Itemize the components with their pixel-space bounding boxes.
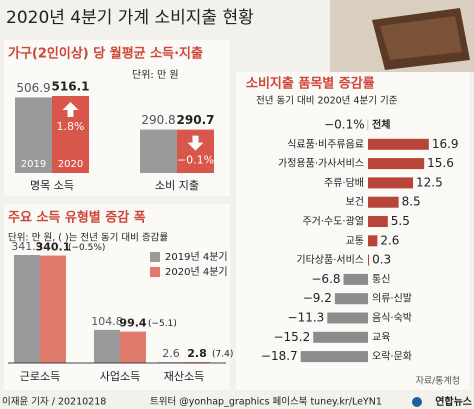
unit: 단위: 만 원	[132, 68, 179, 81]
value-label: 290.7	[177, 113, 215, 127]
bar	[334, 293, 368, 305]
bar	[300, 351, 368, 363]
value-label: 516.1	[52, 80, 90, 94]
value-label: 99.4	[119, 317, 146, 330]
value-label: 16.9	[432, 137, 459, 151]
value-label: 0.3	[372, 253, 391, 267]
bar	[368, 235, 378, 247]
category-label: 전체	[372, 118, 390, 131]
social: 트위터 @yonhap_graphics 페이스북 tuney.kr/LeYN1	[150, 396, 382, 408]
value-label: −6.8	[311, 272, 340, 286]
change-label: −0.1%	[177, 154, 214, 167]
category-label: 주거·수도·광열	[302, 216, 364, 228]
bar	[313, 331, 368, 343]
main-title: 2020년 4분기 가계 소비지출 현황	[6, 8, 254, 28]
category-label: 오락·문화	[372, 351, 412, 363]
value-label: 15.6	[427, 156, 454, 170]
legend-swatch	[150, 267, 160, 277]
value-label: 2.8	[187, 347, 207, 360]
value-label: 104.8	[91, 315, 123, 328]
change-label: 1.8%	[57, 120, 85, 133]
x-tick-label: 사업소득	[100, 370, 140, 383]
annotation: (−0.5%)	[68, 243, 105, 253]
value-label: 290.8	[141, 113, 175, 127]
x-tick-label: 소비 지출	[155, 179, 199, 192]
value-label: 506.9	[16, 81, 50, 95]
category-label: 보건	[346, 196, 364, 208]
bar	[15, 97, 52, 173]
value-label: 5.5	[391, 214, 410, 228]
value-label: 12.5	[416, 175, 443, 189]
source: 자료/통계청	[416, 375, 460, 387]
x-tick-label: 명목 소득	[30, 179, 74, 192]
category-label: 가정용품·가사서비스	[278, 158, 364, 170]
bar	[368, 216, 388, 227]
bar	[14, 255, 40, 363]
byline: 이재윤 기자 / 20210218	[2, 397, 106, 408]
bar	[367, 119, 369, 131]
change-arrow	[62, 102, 79, 117]
x-tick-label: 근로소득	[20, 370, 60, 383]
x-tick-label: 재산소득	[164, 370, 204, 383]
legend-label: 2019년 4분기	[165, 251, 228, 263]
category-label: 교통	[346, 235, 364, 247]
bar	[368, 196, 399, 208]
category-label: 음식·숙박	[372, 312, 412, 324]
wallet-inner	[380, 16, 462, 60]
legend-label: 2020년 4분기	[165, 266, 228, 278]
chart-title: 가구(2인이상) 당 월평균 소득·지출	[8, 46, 203, 62]
logo	[412, 397, 422, 407]
bar	[40, 255, 66, 363]
chart-title: 소비지출 품목별 증감률	[246, 76, 375, 92]
bar	[368, 177, 413, 189]
value-label: 341.9	[11, 240, 43, 253]
category-label: 기타상품·서비스	[296, 254, 364, 266]
bar	[327, 312, 368, 324]
subtitle: 전년 동기 대비 2020년 4분기 기준	[256, 96, 398, 107]
unit: 단위: 만 원, ( )는 전년 동기 대비 증감률	[8, 232, 168, 244]
value-label: −9.2	[303, 291, 332, 305]
value-label: 2.6	[380, 233, 399, 247]
value-label: −0.1%	[324, 118, 365, 132]
change-arrow	[187, 135, 204, 151]
bar	[94, 329, 120, 363]
bar	[368, 254, 370, 266]
category-label: 통신	[372, 273, 390, 285]
series-label: 2020	[58, 159, 83, 170]
value-label: 2.6	[162, 347, 180, 360]
category-label: 의류·신발	[372, 293, 412, 305]
annotation: (7.4)	[212, 350, 233, 360]
value-label: −11.3	[288, 311, 325, 325]
bar	[343, 273, 368, 285]
bar	[120, 331, 146, 363]
category-label: 식료품·비주류음료	[287, 138, 364, 150]
bar	[368, 138, 429, 150]
value-label: −18.7	[261, 349, 298, 363]
chart-title: 주요 소득 유형별 증감 폭	[8, 210, 146, 226]
legend-swatch	[150, 252, 160, 262]
bar	[368, 158, 425, 170]
value-label: 340.1	[36, 241, 71, 254]
series-label: 2019	[21, 159, 46, 170]
category-label: 교육	[372, 331, 390, 343]
brand: 연합뉴스	[435, 395, 472, 408]
value-label: 8.5	[402, 195, 421, 209]
bar	[140, 129, 177, 173]
category-label: 주류·담배	[324, 177, 364, 189]
value-label: −15.2	[273, 330, 310, 344]
annotation: (−5.1)	[148, 319, 177, 329]
